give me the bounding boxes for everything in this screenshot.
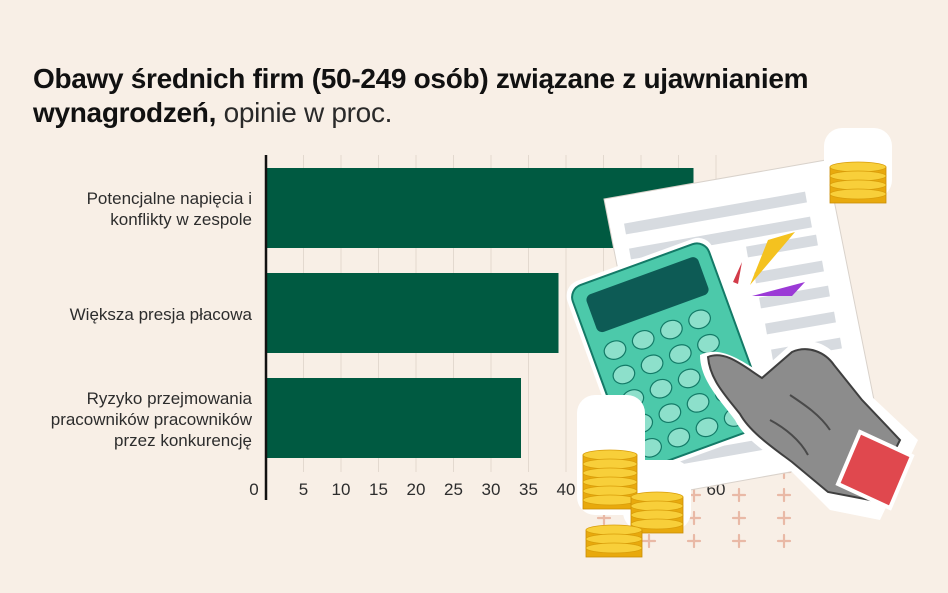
calculator-key	[631, 329, 655, 350]
coin-top	[829, 188, 887, 200]
category-label-line: pracowników pracowników	[50, 409, 252, 429]
pointing-hand-icon	[700, 340, 918, 520]
calculator-key	[668, 344, 692, 364]
plus-mark	[731, 510, 747, 526]
plus-mark	[686, 533, 702, 549]
calculator-key	[667, 427, 691, 448]
x-tick-label: 0	[249, 480, 258, 499]
coin-top	[585, 533, 643, 545]
category-label: Ryzyko przejmowania pracowników pracownik…	[12, 388, 252, 451]
calculator-key	[695, 417, 719, 438]
calculator-key	[686, 393, 710, 413]
chart-title: Obawy średnich firm (50-249 osób) związa…	[33, 62, 893, 130]
chart-title-subtitle: opinie w proc.	[223, 97, 393, 128]
coin-top	[582, 467, 638, 479]
coin-top	[630, 509, 684, 521]
calculator-key	[612, 364, 636, 385]
category-label-line: Potencjalne napięcia i	[86, 189, 252, 208]
category-label: Większa presja płacowa	[12, 304, 252, 325]
plus-mark	[731, 487, 747, 503]
x-tick-label: 30	[482, 480, 501, 499]
coin-top	[630, 518, 684, 530]
x-tick-label: 25	[444, 480, 463, 499]
category-label-line: Większa presja płacowa	[69, 304, 252, 324]
calculator-key	[688, 309, 711, 330]
bar	[267, 273, 559, 353]
plus-mark	[686, 510, 702, 526]
x-tick-label: 40	[557, 480, 576, 499]
chart-bars	[267, 168, 694, 458]
x-tick-label: 15	[369, 480, 388, 499]
coin-top	[582, 494, 638, 506]
x-tick-label: 5	[299, 480, 308, 499]
calculator-key	[660, 319, 683, 340]
x-tick-label: 20	[407, 480, 426, 499]
plus-mark	[776, 533, 792, 549]
x-tick-label: 35	[519, 480, 538, 499]
category-label-line: przez konkurencję	[114, 430, 252, 450]
category-label: Potencjalne napięcia i konflikty w zespol…	[12, 188, 252, 230]
coin-top	[582, 449, 638, 461]
plus-mark	[731, 533, 747, 549]
plus-mark	[776, 487, 792, 503]
category-label-line: konflikty w zespole	[110, 210, 252, 229]
coin-top	[829, 170, 887, 182]
plus-mark	[641, 533, 657, 549]
calculator-key	[640, 354, 664, 375]
calculator-key	[677, 368, 701, 389]
calculator-key	[603, 340, 627, 360]
coin-top	[630, 500, 684, 512]
coin-stack-icon	[577, 128, 892, 558]
coin-top	[582, 476, 638, 488]
coin-top	[829, 179, 887, 191]
coin-top	[582, 485, 638, 497]
coin-top	[582, 458, 638, 470]
coin-top	[585, 542, 643, 554]
coin-top	[630, 491, 684, 503]
calculator-key	[658, 403, 682, 423]
chart-title-bold: Obawy średnich firm (50-249 osób) związa…	[33, 63, 809, 128]
plus-mark	[776, 510, 792, 526]
bar	[267, 378, 521, 458]
category-label-line: Ryzyko przejmowania	[86, 388, 252, 408]
coin-top	[585, 524, 643, 536]
coin-top	[829, 161, 887, 173]
calculator-key	[649, 378, 673, 399]
x-tick-label: 10	[332, 480, 351, 499]
